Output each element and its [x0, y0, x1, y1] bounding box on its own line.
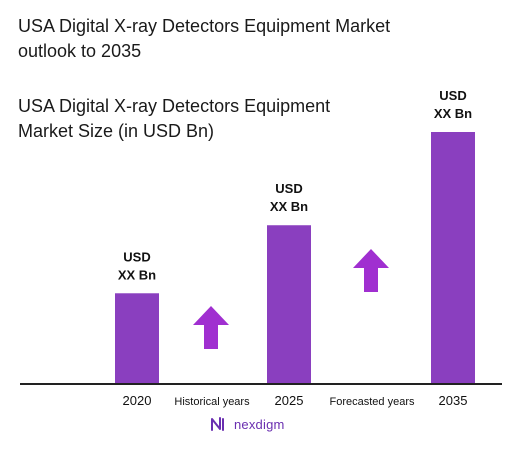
chart-subtitle: USA Digital X-ray Detectors Equipment Ma…: [18, 96, 331, 141]
bar-2025: [267, 225, 311, 384]
x-tick-label-2020: 2020: [123, 393, 152, 408]
x-tick-label-2035: 2035: [439, 393, 468, 408]
period-label-forecast: Forecasted years: [330, 396, 415, 408]
x-tick-label-2025: 2025: [275, 393, 304, 408]
bar-2035: [431, 132, 475, 384]
nexdigm-logo-icon: [211, 417, 224, 431]
forecast-growth-arrow-icon: [353, 249, 389, 292]
bar-2020: [115, 293, 159, 384]
brand-name: nexdigm: [234, 416, 285, 432]
chart-title: USA Digital X-ray Detectors Equipment Ma…: [18, 16, 391, 61]
historical-growth-arrow-icon: [193, 306, 229, 349]
bar-value-label-2020: USD XX Bn: [118, 249, 156, 282]
bar-value-label-2025: USD XX Bn: [270, 181, 308, 214]
brand-footer: nexdigm: [210, 416, 285, 432]
period-label-historical: Historical years: [174, 396, 250, 408]
bar-value-label-2035: USD XX Bn: [434, 88, 472, 121]
